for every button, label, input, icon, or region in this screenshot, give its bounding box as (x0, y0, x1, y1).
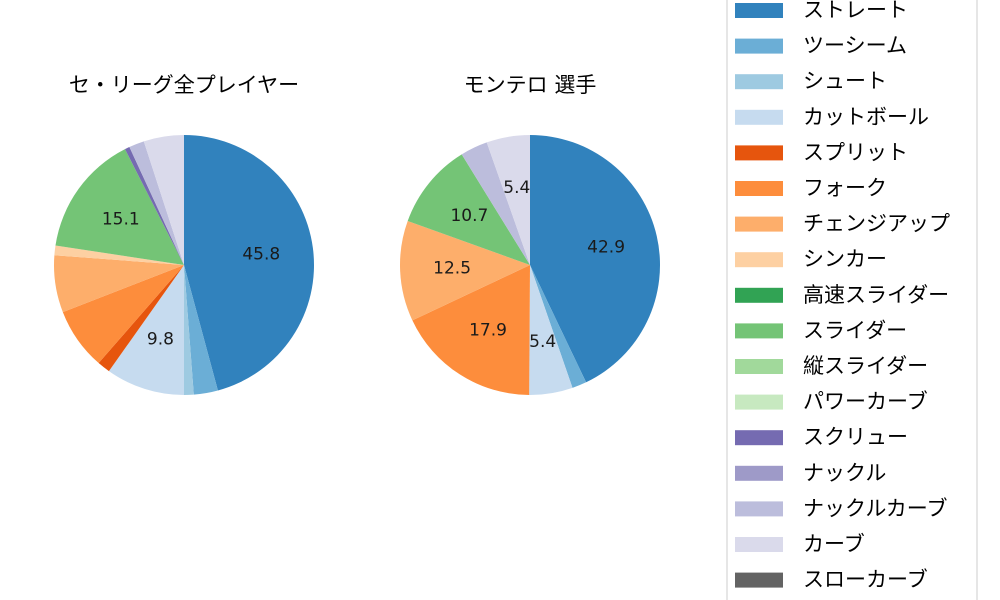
legend-swatch (735, 323, 783, 339)
legend: ストレートツーシームシュートカットボールスプリットフォークチェンジアップシンカー… (726, 0, 978, 600)
slice-value-label: 10.7 (450, 206, 488, 226)
legend-swatch (735, 3, 783, 18)
slice-value-label: 5.4 (503, 178, 530, 198)
legend-label: パワーカーブ (803, 390, 928, 414)
legend-swatch (735, 216, 783, 232)
legend-label: シュート (803, 69, 887, 93)
slice-value-label: 9.8 (147, 329, 174, 349)
pie-slice (530, 135, 661, 383)
pie-slice (55, 149, 185, 265)
legend-swatch (735, 465, 783, 481)
pie-slice (129, 141, 184, 265)
pie-slice (184, 135, 315, 391)
pie-chart-player: モンテロ 選手 42.9 5.4 17.9 12.5 10.7 5.4 (400, 73, 661, 396)
pie-slice (108, 265, 184, 395)
pie-slice (407, 154, 530, 265)
legend-swatch (735, 394, 783, 410)
pie-slice (184, 265, 218, 395)
legend-label: チェンジアップ (803, 212, 950, 236)
slice-value-label: 45.8 (242, 245, 280, 265)
pie-slice (124, 147, 184, 265)
slice-value-label: 42.9 (587, 238, 625, 258)
slice-value-label: 12.5 (433, 259, 471, 279)
legend-swatch (735, 501, 783, 517)
legend-frame (726, 0, 978, 600)
legend-label: スプリット (803, 140, 908, 164)
legend-swatch (735, 145, 783, 161)
legend-label: シンカー (803, 247, 887, 271)
pie-slice (143, 135, 184, 265)
pie-slice (530, 265, 587, 388)
legend-swatch (735, 287, 783, 303)
pie-slice (62, 265, 184, 364)
pie-slice (98, 265, 184, 372)
legend-label: スローカーブ (803, 568, 928, 592)
legend-label: スライダー (803, 318, 907, 342)
legend-swatch (735, 181, 783, 196)
pie-slice (412, 265, 530, 395)
legend-swatch (735, 359, 783, 374)
pie-slice (486, 135, 530, 265)
legend-label: ナックルカーブ (803, 496, 947, 520)
slice-value-label: 17.9 (469, 321, 507, 341)
legend-label: カットボール (803, 105, 929, 129)
legend-swatch (735, 38, 783, 54)
pie-slice (184, 265, 194, 395)
legend-label: ツーシーム (803, 34, 907, 58)
legend-swatch (735, 572, 783, 588)
slice-value-label: 5.4 (529, 332, 556, 352)
legend-label: ストレート (803, 0, 908, 22)
chart-title-player: モンテロ 選手 (464, 73, 597, 97)
pie-slice (54, 245, 185, 265)
legend-swatch (735, 252, 783, 268)
legend-swatch (735, 109, 783, 125)
pie-slice (461, 142, 530, 265)
legend-label: ナックル (803, 461, 886, 485)
legend-label: 高速スライダー (803, 283, 949, 307)
legend-label: カーブ (803, 532, 865, 556)
pie-slice (400, 220, 530, 321)
chart-title-league: セ・リーグ全プレイヤー (69, 73, 299, 97)
legend-swatch (735, 430, 783, 446)
legend-swatch (735, 74, 783, 90)
legend-swatch (735, 537, 783, 552)
slice-value-label: 15.1 (102, 209, 140, 229)
legend-label: フォーク (803, 176, 887, 200)
pie-chart-league: セ・リーグ全プレイヤー 45.8 9.8 15.1 (54, 73, 315, 395)
legend-label: 縦スライダー (803, 354, 928, 378)
pie-slice (529, 265, 573, 396)
legend-label: スクリュー (803, 425, 908, 449)
pie-slice (54, 255, 184, 313)
